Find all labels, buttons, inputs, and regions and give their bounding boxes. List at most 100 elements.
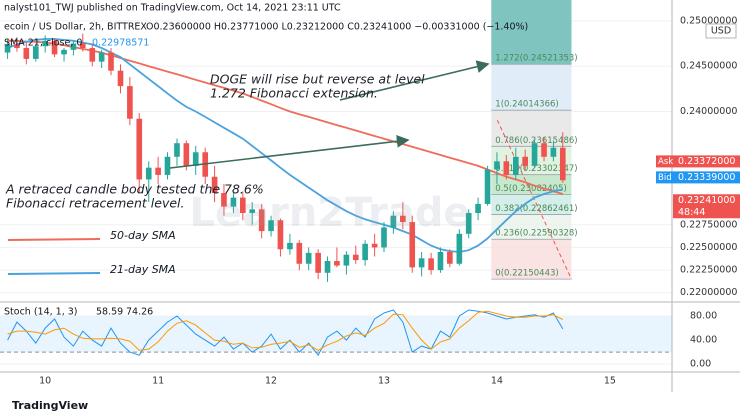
candle-body (465, 212, 472, 234)
candle-body (475, 203, 481, 213)
candle-body (61, 49, 67, 55)
price-label-text: 0.23241000 (678, 195, 735, 206)
price-tag (656, 155, 673, 168)
fib-label: 0.382(0.22862461) (495, 204, 577, 214)
candle-body (258, 209, 265, 232)
candle-body (512, 156, 519, 175)
candle-body (428, 258, 434, 271)
x-tick-label: 14 (491, 376, 503, 387)
candle-body (503, 161, 510, 175)
candle-body (174, 143, 180, 157)
symbol: ecoin / US Dollar, 2h, BITTREX (4, 22, 147, 33)
candle-body (456, 233, 463, 264)
x-tick-label: 12 (265, 376, 277, 387)
publisher: nalyst101_TWJ published on TradingView.c… (4, 3, 341, 14)
stoch-title: Stoch (14, 1, 3) (4, 307, 78, 318)
countdown: 48:44 (678, 207, 705, 218)
candle-body (42, 40, 48, 47)
annotation: Fibonacci retracement level. (6, 196, 184, 211)
candle-body (362, 243, 368, 261)
logo: TradingView (12, 399, 88, 412)
candle-body (164, 156, 171, 175)
candle-body (136, 118, 143, 180)
currency: USD (711, 26, 731, 37)
stoch-value: 74.26 (126, 307, 153, 318)
candle-body (108, 52, 114, 71)
candle-body (145, 167, 152, 180)
fib-label: 0.786(0.23615486) (495, 136, 577, 146)
candle-body (127, 86, 133, 119)
ma-value: 0.22978571 (92, 38, 149, 49)
candle-body (192, 152, 199, 166)
price-tag (656, 171, 673, 184)
fib-zone (491, 214, 572, 240)
candle-body (400, 215, 406, 223)
candle-body (381, 227, 387, 248)
candle-body (183, 143, 190, 166)
price-label (673, 155, 740, 168)
fib-trend (496, 119, 572, 280)
candle-body (296, 242, 303, 264)
candle-body (305, 252, 312, 264)
y-tick-label: 0.22250000 (680, 265, 737, 276)
candle-body (89, 48, 96, 62)
candle-body (315, 252, 321, 273)
stoch-line (7, 309, 564, 357)
candle-body (117, 70, 124, 87)
candle-body (390, 215, 397, 228)
x-tick-label: 10 (39, 376, 51, 387)
candle-body (268, 220, 274, 232)
legend-swatch (7, 272, 101, 275)
y-tick-label: 80.00 (690, 311, 717, 322)
y-tick-label: 0.22500000 (680, 242, 737, 253)
candle-body (4, 44, 11, 53)
candle-body (334, 261, 340, 266)
y-tick-label: 0.24000000 (680, 106, 737, 117)
annotation: DOGE will rise but reverse at level (210, 72, 425, 87)
candle-body (249, 209, 256, 213)
candle-body (559, 147, 566, 181)
y-tick-label: 0.24500000 (680, 61, 737, 72)
ma-label: SMA 21, close, 0 (4, 38, 82, 49)
candle-body (155, 167, 161, 175)
fib-label: 0(0.22150443) (495, 269, 558, 279)
fib-extension-zone (491, 0, 572, 65)
candle-body (23, 48, 30, 59)
sma-line (7, 39, 564, 195)
legend-swatch (7, 238, 101, 241)
currency-box (705, 23, 737, 39)
y-tick-label: 0.00 (690, 359, 711, 370)
footer (0, 394, 740, 416)
x-tick-label: 15 (604, 376, 616, 387)
candle-body (14, 44, 20, 49)
arrow (339, 60, 490, 101)
ohlc: O0.23600000 H0.23771000 L0.23212000 C0.2… (146, 22, 528, 33)
price-tag-name: Ask (658, 157, 673, 167)
arrow (169, 134, 410, 169)
stoch-band (0, 316, 672, 353)
fib-label: 0.5(0.23082405) (495, 184, 567, 194)
candle-body (550, 147, 557, 157)
candle-body (287, 242, 293, 250)
fib-zone (491, 64, 572, 111)
fib-zone (491, 110, 572, 147)
fib-label: 1.272(0.24521353) (495, 54, 577, 64)
candle-body (221, 193, 227, 207)
x-tick-label: 13 (378, 376, 390, 387)
candle-body (418, 258, 425, 268)
candle-body (484, 169, 491, 204)
stoch-value: 58.59 (96, 307, 123, 318)
candles (4, 33, 566, 282)
candle-body (211, 176, 218, 194)
candle-body (79, 43, 86, 49)
price-label-text: 0.23372000 (678, 156, 735, 167)
annotation: 1.272 Fibonacci extension. (210, 86, 378, 101)
candle-body (324, 261, 331, 273)
legend-label: 50-day SMA (110, 229, 176, 242)
fib-zone (491, 239, 572, 280)
fib-label: 1(0.24014366) (495, 100, 558, 110)
candle-body (352, 254, 359, 261)
